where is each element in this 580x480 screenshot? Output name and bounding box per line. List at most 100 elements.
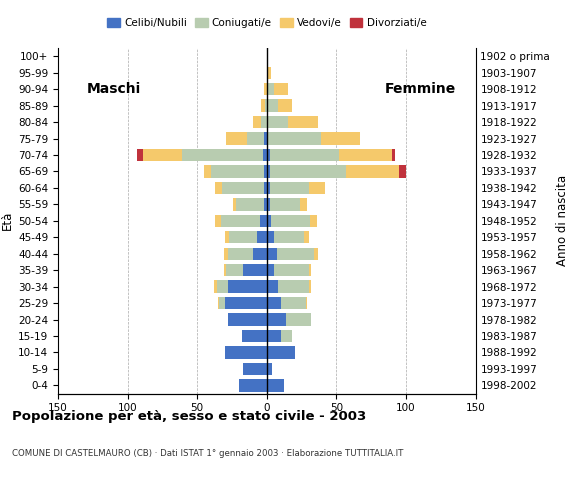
Bar <box>264 198 267 211</box>
Bar <box>339 149 392 161</box>
Bar <box>264 165 267 178</box>
Y-axis label: Anno di nascita: Anno di nascita <box>556 175 569 266</box>
Bar <box>247 132 264 144</box>
Bar <box>274 231 304 243</box>
Bar <box>278 280 309 293</box>
Bar <box>182 149 263 161</box>
Bar <box>260 215 267 227</box>
Bar <box>267 116 288 128</box>
Bar <box>270 198 300 211</box>
Bar <box>281 330 292 342</box>
Bar <box>217 280 228 293</box>
Bar <box>274 83 288 96</box>
Bar <box>310 215 317 227</box>
Bar <box>267 280 278 293</box>
Bar <box>236 198 264 211</box>
Bar <box>392 149 395 161</box>
Bar <box>267 182 270 194</box>
Bar <box>314 248 318 260</box>
Bar <box>309 264 311 276</box>
Bar <box>229 231 257 243</box>
Bar <box>221 215 260 227</box>
Bar <box>228 313 267 326</box>
Bar <box>215 215 221 227</box>
Bar <box>224 264 226 276</box>
Bar <box>267 231 274 243</box>
Bar <box>211 165 264 178</box>
Bar <box>267 215 271 227</box>
Bar <box>288 116 318 128</box>
Bar <box>226 264 243 276</box>
Bar <box>225 231 229 243</box>
Bar <box>266 99 267 112</box>
Bar <box>287 313 311 326</box>
Bar <box>253 248 267 260</box>
Bar <box>215 182 222 194</box>
Bar <box>225 346 267 359</box>
Bar <box>242 330 267 342</box>
Bar <box>399 165 406 178</box>
Bar <box>267 165 270 178</box>
Bar <box>264 132 267 144</box>
Bar <box>346 165 399 178</box>
Bar <box>218 297 219 309</box>
Bar <box>239 379 267 392</box>
Bar <box>304 231 309 243</box>
Bar <box>267 83 274 96</box>
Bar <box>267 363 273 375</box>
Bar <box>228 280 267 293</box>
Bar <box>274 264 309 276</box>
Bar <box>309 280 311 293</box>
Bar <box>228 248 253 260</box>
Bar <box>267 198 270 211</box>
Bar <box>267 379 284 392</box>
Bar <box>137 149 143 161</box>
Bar <box>267 264 274 276</box>
Bar <box>270 165 346 178</box>
Bar <box>225 297 267 309</box>
Text: Popolazione per età, sesso e stato civile - 2003: Popolazione per età, sesso e stato civil… <box>12 410 366 423</box>
Bar <box>268 132 321 144</box>
Bar <box>264 182 267 194</box>
Bar <box>253 116 261 128</box>
Legend: Celibi/Nubili, Coniugati/e, Vedovi/e, Divorziati/e: Celibi/Nubili, Coniugati/e, Vedovi/e, Di… <box>103 13 430 32</box>
Bar <box>321 132 360 144</box>
Bar <box>267 346 295 359</box>
Bar <box>226 132 247 144</box>
Bar <box>277 248 314 260</box>
Text: Femmine: Femmine <box>385 82 455 96</box>
Bar <box>219 297 225 309</box>
Bar <box>309 182 325 194</box>
Bar <box>264 83 267 96</box>
Bar <box>306 297 307 309</box>
Bar <box>267 313 287 326</box>
Bar <box>270 182 309 194</box>
Bar <box>271 215 310 227</box>
Bar <box>278 99 292 112</box>
Y-axis label: Età: Età <box>1 211 14 230</box>
Bar <box>268 67 271 79</box>
Bar <box>257 231 267 243</box>
Bar <box>267 248 277 260</box>
Bar <box>267 132 268 144</box>
Bar <box>143 149 182 161</box>
Bar <box>267 330 281 342</box>
Bar <box>204 165 211 178</box>
Bar <box>224 248 228 260</box>
Bar <box>267 99 278 112</box>
Bar <box>261 116 267 128</box>
Bar <box>263 149 267 161</box>
Text: COMUNE DI CASTELMAURO (CB) · Dati ISTAT 1° gennaio 2003 · Elaborazione TUTTITALI: COMUNE DI CASTELMAURO (CB) · Dati ISTAT … <box>12 449 403 458</box>
Bar <box>267 149 270 161</box>
Bar <box>267 297 281 309</box>
Bar <box>281 297 306 309</box>
Bar <box>243 363 267 375</box>
Bar <box>233 198 236 211</box>
Bar <box>222 182 264 194</box>
Bar <box>261 99 266 112</box>
Bar <box>270 149 339 161</box>
Text: Maschi: Maschi <box>86 82 141 96</box>
Bar <box>243 264 267 276</box>
Bar <box>267 67 268 79</box>
Bar <box>300 198 307 211</box>
